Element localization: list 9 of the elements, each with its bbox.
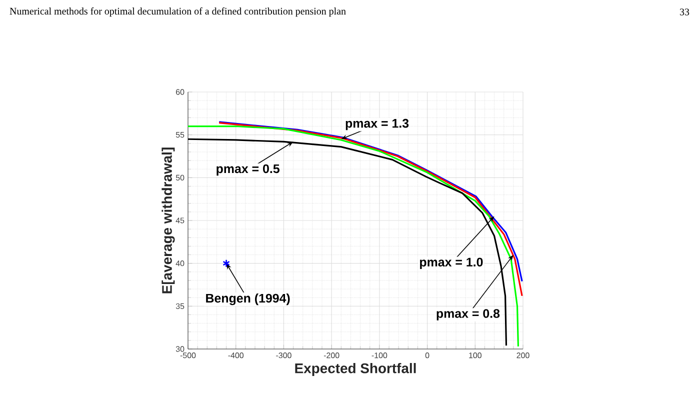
annotation: pmax = 0.8: [436, 309, 500, 320]
annotation: pmax = 1.3: [346, 118, 409, 130]
x-axis-title: Expected Shortfall: [295, 363, 416, 376]
annotation: Bengen (1994): [206, 293, 290, 306]
text: 33: [680, 8, 690, 16]
y-axis-title: E[average withdrawal]: [162, 148, 175, 294]
text: Numerical methods for optimal decumulation of a defined contribution pension plan: [10, 7, 346, 17]
annotation: pmax = 0.5: [216, 164, 280, 176]
annotation: pmax = 1.0: [420, 258, 483, 269]
